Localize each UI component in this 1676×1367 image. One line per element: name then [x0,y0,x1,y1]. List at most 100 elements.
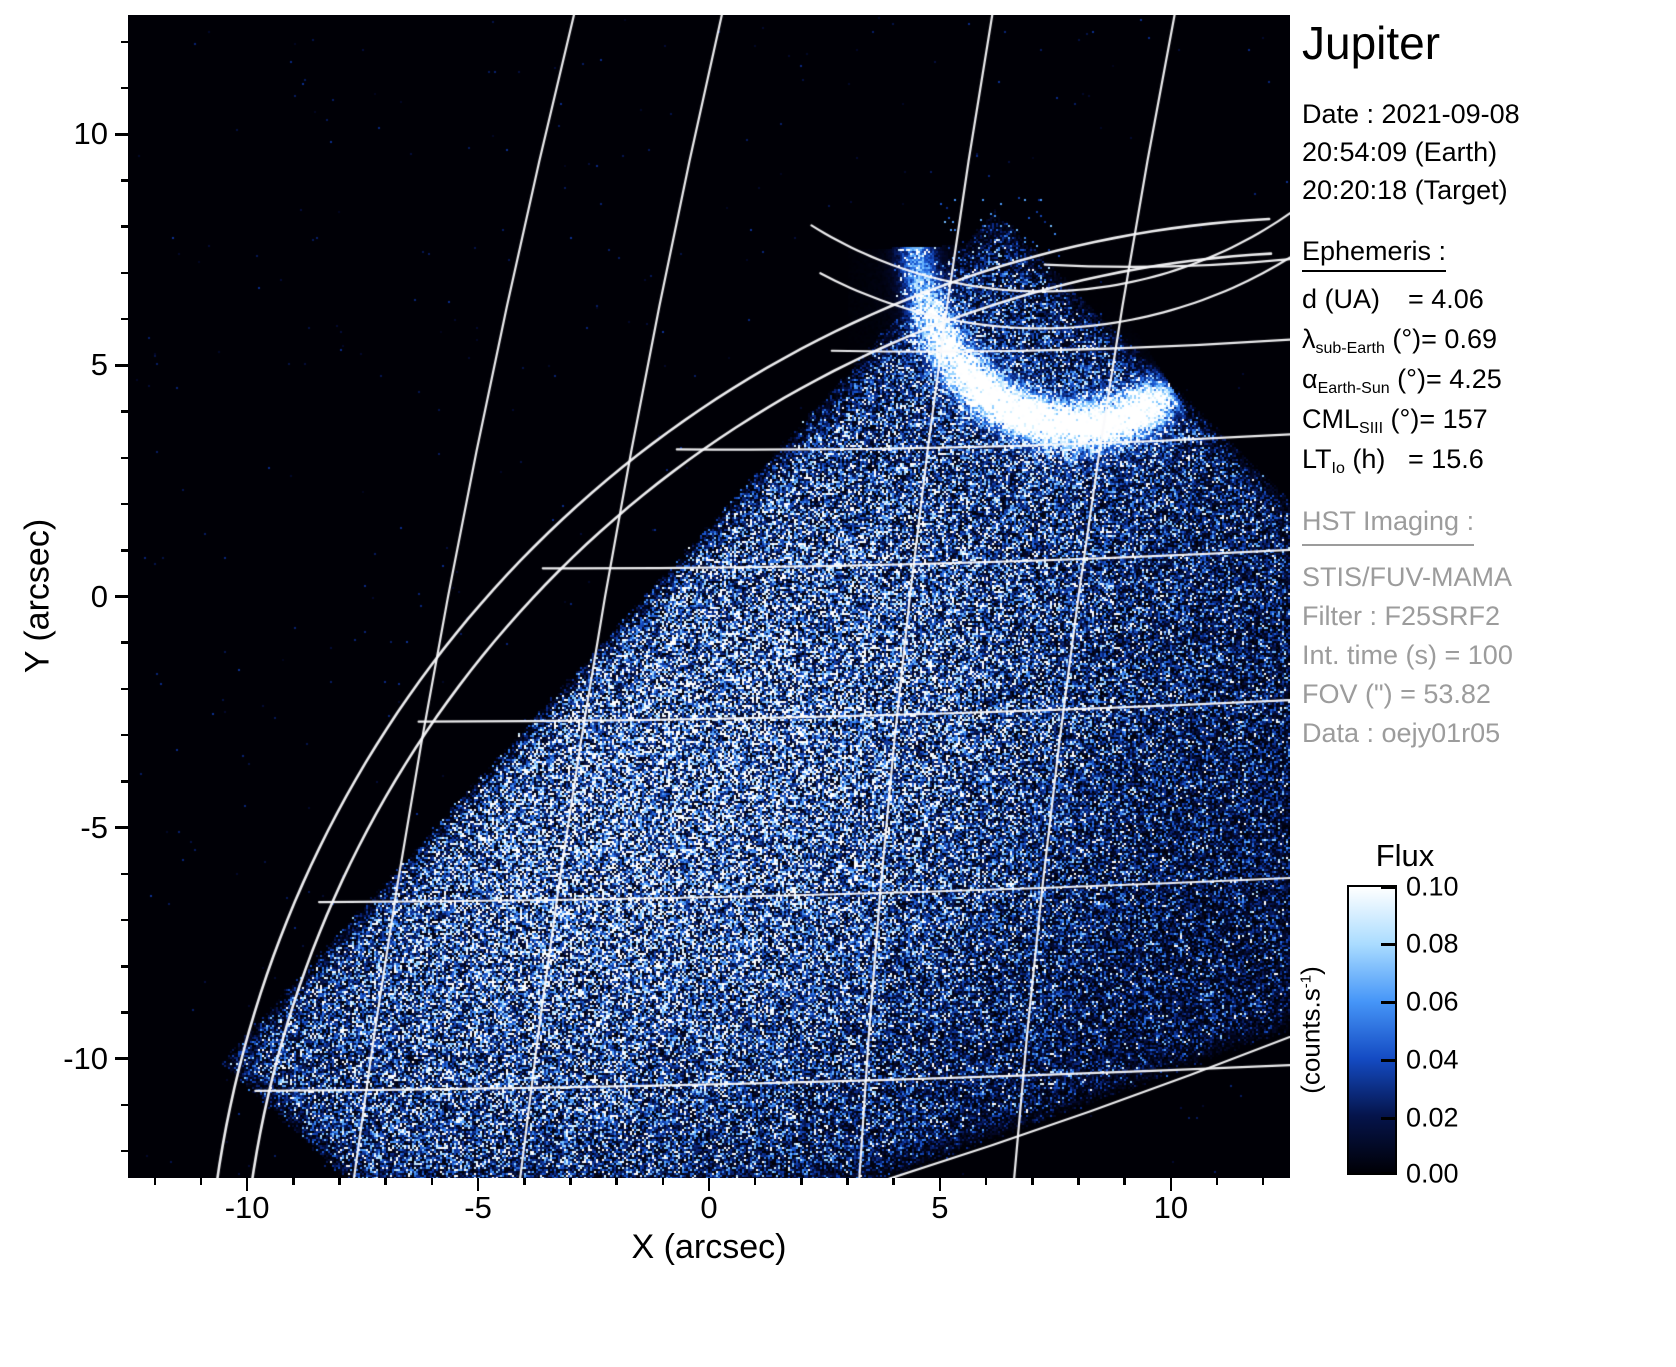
date-line: Date : 2021-09-08 [1302,95,1520,133]
x-tick-mark [800,1178,803,1185]
x-tick-label: -10 [225,1190,270,1226]
y-tick-mark [121,688,128,691]
colorbar-tick-label: 0.02 [1406,1103,1459,1134]
ephemeris-value: = 15.6 [1408,444,1484,475]
x-tick-mark [431,1178,434,1185]
x-tick-mark [1123,1178,1126,1185]
figure-root: X (arcsec) Y (arcsec) Jupiter Date : 202… [0,0,1676,1367]
colorbar-tick-mark [1381,943,1395,946]
sky-map-plot [128,15,1290,1178]
ephemeris-label: αEarth-Sun (°) [1302,364,1426,398]
x-tick-mark [754,1178,757,1185]
y-tick-mark [121,41,128,44]
ephemeris-row: CMLSIII (°) = 157 [1302,404,1502,444]
observation-date-block: Date : 2021-09-08 20:54:09 (Earth) 20:20… [1302,95,1520,209]
y-tick-mark [121,965,128,968]
hst-line: Data : oejy01r05 [1302,714,1513,753]
y-tick-label: 5 [28,347,108,383]
y-tick-mark [121,457,128,460]
eph-unit: (h) [1345,444,1386,474]
x-tick-label: 5 [931,1190,948,1226]
y-tick-mark [121,318,128,321]
hst-line: STIS/FUV-MAMA [1302,558,1513,597]
x-axis-title: X (arcsec) [632,1228,787,1267]
x-tick-mark [292,1178,295,1185]
colorbar-tick-mark [1381,1001,1395,1004]
ephemeris-value: = 4.25 [1426,364,1502,395]
ephemeris-block: Ephemeris : d (UA) = 4.06 λsub-Earth (°)… [1302,236,1502,484]
y-tick-label: -5 [28,810,108,846]
colorbar-unit-label: (counts.s-1) [1296,966,1327,1094]
y-tick-mark [115,133,128,136]
x-tick-label: 0 [700,1190,717,1226]
ephemeris-row: d (UA) = 4.06 [1302,284,1502,324]
ephemeris-label: λsub-Earth (°) [1302,324,1421,358]
colorbar-tick-mark [1381,1172,1395,1175]
y-tick-mark [121,780,128,783]
colorbar-tick-mark [1381,1117,1395,1120]
x-tick-mark [1262,1178,1265,1185]
eph-subscript: sub-Earth [1316,340,1385,357]
sky-image-canvas [128,15,1290,1178]
eph-unit: (°) [1390,364,1426,394]
y-tick-mark [121,1011,128,1014]
x-tick-mark [569,1178,572,1185]
unit-exponent: -1 [1298,975,1315,988]
colorbar-tick-label: 0.10 [1406,872,1459,903]
colorbar-tick-label: 0.04 [1406,1045,1459,1076]
colorbar-tick-mark [1381,886,1395,889]
y-tick-mark [121,225,128,228]
colorbar-tick-label: 0.00 [1406,1159,1459,1190]
y-tick-mark [115,1057,128,1060]
x-tick-mark [1077,1178,1080,1185]
ephemeris-value: = 0.69 [1421,324,1497,355]
ephemeris-row: αEarth-Sun (°) = 4.25 [1302,364,1502,404]
hst-line: FOV (") = 53.82 [1302,675,1513,714]
y-tick-mark [121,1150,128,1153]
eph-symbol: α [1302,364,1318,394]
x-tick-mark [1031,1178,1034,1185]
ephemeris-row: LTIo (h) = 15.6 [1302,444,1502,484]
y-tick-mark [121,179,128,182]
x-tick-mark [1216,1178,1219,1185]
hst-imaging-block: HST Imaging : STIS/FUV-MAMA Filter : F25… [1302,502,1513,753]
eph-unit: (°) [1385,324,1421,354]
x-tick-mark [523,1178,526,1185]
x-tick-mark [384,1178,387,1185]
eph-subscript: SIII [1359,420,1383,437]
y-tick-label: 0 [28,579,108,615]
colorbar-tick-mark [1381,1059,1395,1062]
y-tick-mark [121,919,128,922]
eph-symbol: d (UA) [1302,284,1380,314]
y-tick-mark [121,503,128,506]
ephemeris-label: CMLSIII (°) [1302,404,1419,438]
y-tick-mark [115,364,128,367]
colorbar-title: Flux [1340,838,1470,874]
ephemeris-label: LTIo (h) [1302,444,1408,478]
x-tick-mark [200,1178,203,1185]
colorbar-tick-label: 0.06 [1406,987,1459,1018]
y-tick-mark [121,1104,128,1107]
y-tick-mark [121,410,128,413]
eph-unit: (°) [1383,404,1419,434]
x-tick-mark [846,1178,849,1185]
ephemeris-label: d (UA) [1302,284,1408,318]
time-target: 20:20:18 (Target) [1302,171,1520,209]
time-earth: 20:54:09 (Earth) [1302,133,1520,171]
x-tick-mark [985,1178,988,1185]
x-tick-mark [154,1178,157,1185]
x-tick-mark [338,1178,341,1185]
y-tick-mark [121,549,128,552]
y-tick-mark [121,272,128,275]
eph-subscript: Earth-Sun [1318,380,1390,397]
unit-text: ) [1296,966,1326,975]
unit-text: (counts.s [1296,988,1326,1094]
hst-line: Filter : F25SRF2 [1302,597,1513,636]
y-tick-mark [121,873,128,876]
y-tick-mark [121,734,128,737]
flux-colorbar [1347,885,1397,1175]
eph-subscript: Io [1332,460,1345,477]
x-tick-mark [615,1178,618,1185]
y-tick-mark [121,87,128,90]
ephemeris-value: = 4.06 [1408,284,1484,315]
